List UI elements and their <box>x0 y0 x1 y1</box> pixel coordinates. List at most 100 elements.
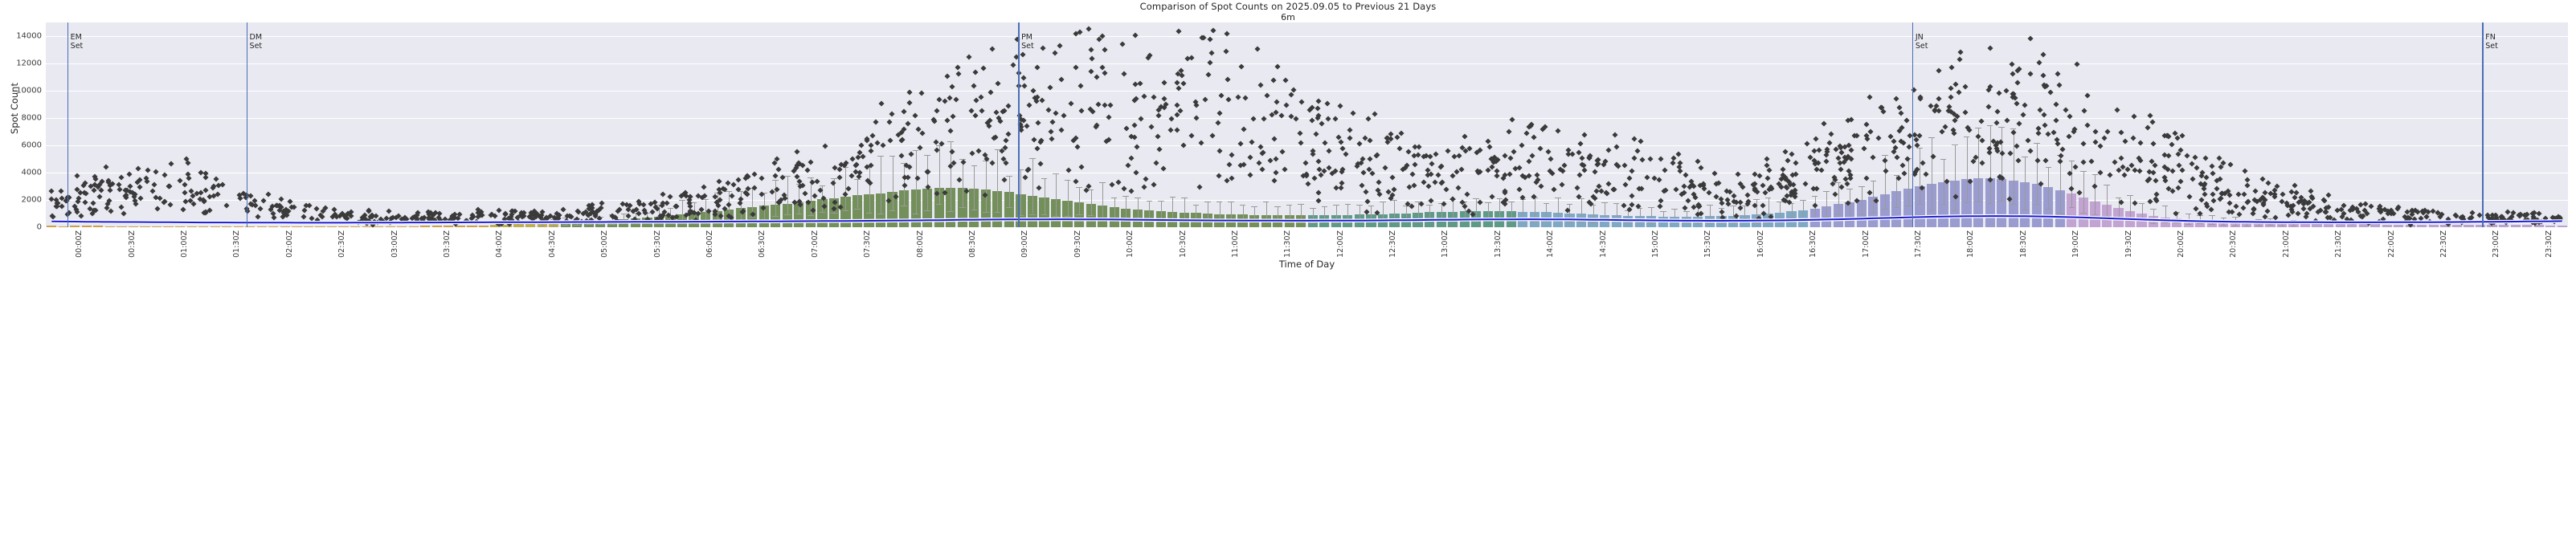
whisker-cap <box>819 211 826 213</box>
whisker <box>1335 204 1337 223</box>
x-axis-tick-label: 15:30Z <box>1703 230 1713 258</box>
whisker <box>1056 173 1057 217</box>
whisker-cap <box>935 145 942 147</box>
whisker <box>1242 205 1244 222</box>
x-axis-tick-label: 00:30Z <box>127 230 137 258</box>
whisker-cap <box>737 190 744 192</box>
whisker <box>1406 206 1408 221</box>
bar <box>444 226 454 227</box>
whisker-cap <box>877 156 884 157</box>
gridline <box>46 91 2568 92</box>
whisker <box>833 178 835 214</box>
whisker-cap <box>854 178 861 180</box>
whisker-cap <box>947 141 955 142</box>
whisker <box>1184 197 1185 221</box>
whisker-cap <box>1076 214 1082 215</box>
x-axis-tick-label: 01:30Z <box>232 230 242 258</box>
whisker-cap <box>1566 203 1573 205</box>
bar <box>875 193 886 227</box>
y-axis-tick-label: 12000 <box>16 59 42 68</box>
x-axis-tick-label: 04:30Z <box>547 230 557 258</box>
bar <box>128 226 139 227</box>
whisker-cap <box>1192 205 1200 206</box>
whisker-cap <box>1169 197 1176 198</box>
whisker <box>1499 198 1501 220</box>
x-axis-tick-label: 03:30Z <box>442 230 452 258</box>
event-label-pm: PM Set <box>1021 33 1034 51</box>
x-axis-tick-label: 12:30Z <box>1388 230 1398 258</box>
bar <box>385 226 395 227</box>
whisker-cap <box>831 213 837 214</box>
bar <box>58 226 68 227</box>
whisker-cap <box>994 212 1001 214</box>
whisker-cap <box>1053 173 1059 175</box>
x-axis-tick-label: 05:00Z <box>600 230 610 258</box>
bar <box>408 226 419 227</box>
x-axis-tick-label: 08:00Z <box>915 230 925 258</box>
whisker-cap <box>808 177 814 178</box>
event-line-jn <box>1912 22 1914 227</box>
whisker <box>915 149 917 214</box>
x-axis-tick-label: 16:00Z <box>1756 230 1765 258</box>
whisker <box>857 178 858 209</box>
whisker <box>985 160 987 212</box>
whisker <box>1511 201 1512 219</box>
bar <box>478 225 489 227</box>
event-line-dm <box>246 22 248 227</box>
whisker-cap <box>1064 180 1071 181</box>
whisker <box>1417 202 1419 222</box>
x-axis-tick-label: 13:00Z <box>1441 230 1450 258</box>
whisker <box>1301 203 1302 222</box>
y-axis-tick-label: 0 <box>36 222 42 232</box>
whisker-cap <box>1146 201 1153 202</box>
whisker <box>1651 206 1653 222</box>
x-axis-tick-label: 01:00Z <box>179 230 189 258</box>
whisker <box>1593 204 1594 222</box>
whisker-cap <box>889 210 896 212</box>
whisker-cap <box>1309 208 1316 210</box>
whisker-cap <box>1087 189 1094 190</box>
whisker <box>775 180 777 217</box>
whisker <box>1476 198 1478 221</box>
whisker-cap <box>1076 187 1082 189</box>
bar <box>374 226 384 227</box>
gridline <box>46 200 2568 201</box>
whisker-cap <box>1636 207 1643 209</box>
bar <box>572 222 583 227</box>
event-lines: EM Set DM Set PM Set JN Set FN Set <box>46 22 2568 227</box>
whisker-cap <box>1041 178 1048 179</box>
whisker-cap <box>1484 202 1491 204</box>
whisker-cap <box>1589 204 1597 206</box>
gridline <box>46 118 2568 119</box>
event-line-pm <box>1018 22 1020 227</box>
bar <box>537 223 547 227</box>
whisker <box>938 145 940 204</box>
whisker <box>1464 201 1466 219</box>
whisker-cap <box>597 224 604 226</box>
x-axis-tick-label: 09:00Z <box>1020 230 1030 258</box>
whisker-cap <box>1437 202 1445 204</box>
whisker-cap <box>656 204 662 206</box>
whisker-cap <box>585 223 592 225</box>
page-title: Comparison of Spot Counts on 2025.09.05 … <box>1139 1 1437 12</box>
whisker <box>1160 200 1162 221</box>
whisker-cap <box>1286 204 1293 206</box>
whisker-cap <box>1496 198 1503 200</box>
x-axis-tick-label: 19:30Z <box>2124 230 2133 258</box>
bar <box>47 226 57 227</box>
whisker <box>1008 176 1010 208</box>
x-axis-tick-label: 20:00Z <box>2177 230 2186 258</box>
whisker <box>810 177 812 216</box>
whisker <box>1266 202 1267 222</box>
whisker-cap <box>842 210 849 211</box>
bar <box>922 188 933 227</box>
x-axis-tick-label: 14:00Z <box>1546 230 1556 258</box>
x-axis-tick-label: 08:30Z <box>967 230 977 258</box>
bar <box>595 221 606 227</box>
whisker <box>1371 205 1372 222</box>
whisker <box>1149 201 1151 220</box>
x-axis-tick-label: 02:00Z <box>284 230 294 258</box>
whisker-cap <box>632 212 639 214</box>
whisker <box>1137 197 1139 218</box>
whisker-cap <box>971 165 978 167</box>
